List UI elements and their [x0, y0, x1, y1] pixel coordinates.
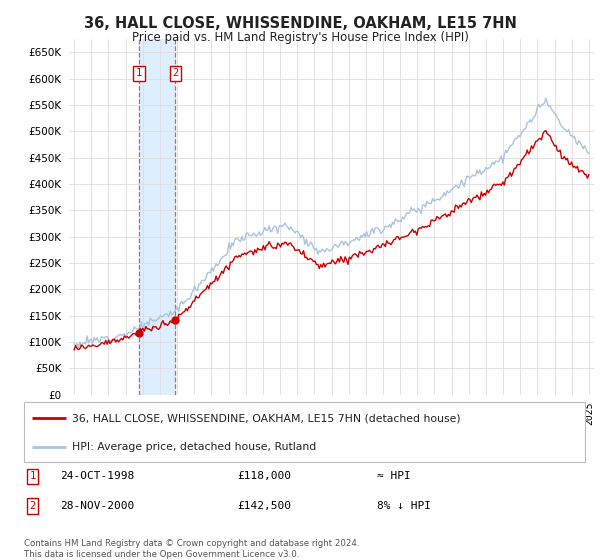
Text: 8% ↓ HPI: 8% ↓ HPI [377, 501, 431, 511]
Text: ≈ HPI: ≈ HPI [377, 472, 411, 481]
Text: 2: 2 [29, 501, 35, 511]
Text: HPI: Average price, detached house, Rutland: HPI: Average price, detached house, Rutl… [71, 442, 316, 452]
Text: £142,500: £142,500 [237, 501, 291, 511]
Text: 36, HALL CLOSE, WHISSENDINE, OAKHAM, LE15 7HN (detached house): 36, HALL CLOSE, WHISSENDINE, OAKHAM, LE1… [71, 413, 460, 423]
Text: £118,000: £118,000 [237, 472, 291, 481]
Text: 2: 2 [172, 68, 178, 78]
Text: 1: 1 [29, 472, 35, 481]
Bar [139, 39, 175, 395]
Text: 36, HALL CLOSE, WHISSENDINE, OAKHAM, LE15 7HN: 36, HALL CLOSE, WHISSENDINE, OAKHAM, LE1… [83, 16, 517, 31]
Text: Price paid vs. HM Land Registry's House Price Index (HPI): Price paid vs. HM Land Registry's House … [131, 31, 469, 44]
Text: 1: 1 [136, 68, 142, 78]
Text: Contains HM Land Registry data © Crown copyright and database right 2024.
This d: Contains HM Land Registry data © Crown c… [24, 539, 359, 559]
Text: 24-OCT-1998: 24-OCT-1998 [61, 472, 135, 481]
FancyBboxPatch shape [24, 402, 585, 462]
Text: 28-NOV-2000: 28-NOV-2000 [61, 501, 135, 511]
